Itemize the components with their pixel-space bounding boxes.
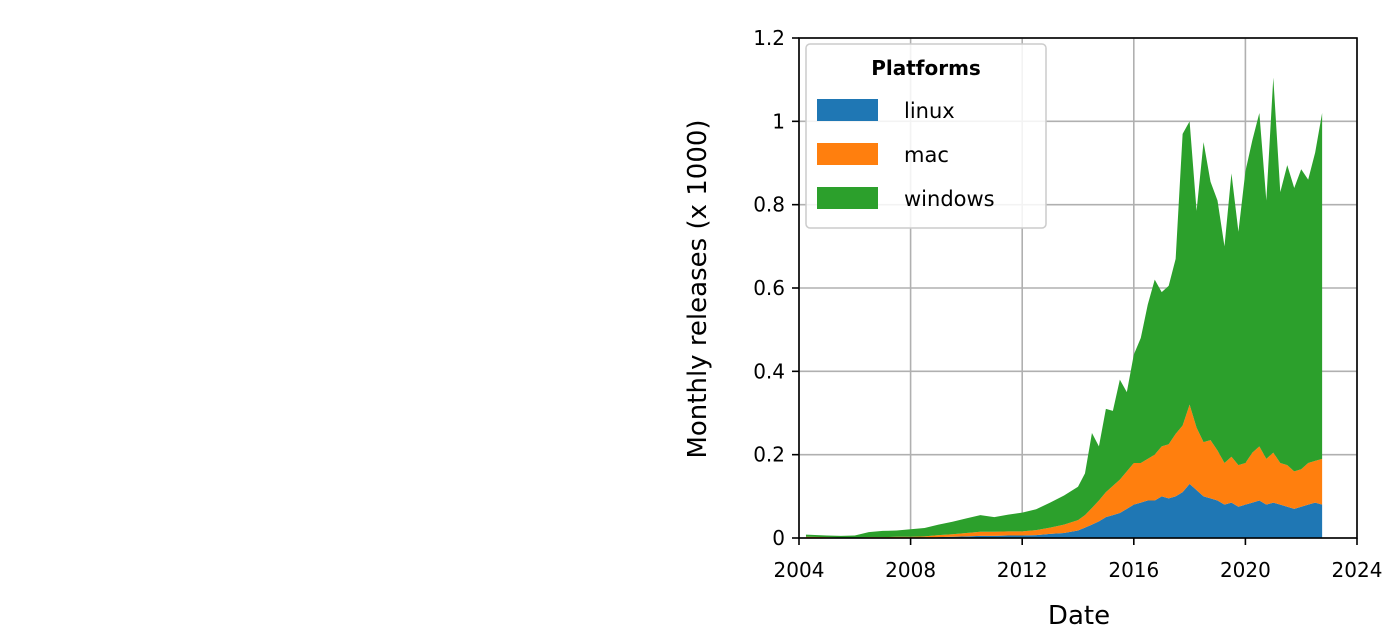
area-linux (805, 483, 1323, 538)
legend-box (805, 43, 1047, 229)
y-tick-label: 1 (772, 109, 785, 133)
legend-swatch-windows (817, 187, 878, 209)
x-tick-label: 2020 (1220, 558, 1271, 582)
y-tick-label: 0.4 (753, 359, 785, 383)
legend-label-mac: mac (904, 143, 949, 167)
legend-swatch-mac (817, 143, 878, 165)
y-tick-label: 0.6 (753, 276, 785, 300)
x-tick-label: 2004 (774, 558, 825, 582)
y-tick-label: 1.2 (753, 26, 785, 50)
axes (792, 37, 1358, 545)
area-windows (805, 77, 1323, 538)
y-tick-label: 0.2 (753, 443, 785, 467)
legend-label-linux: linux (904, 99, 955, 123)
tick-labels: 2004 2008 2012 2016 2020 2024 0 0.2 0.4 0.6 0.8 1 1.… (753, 26, 1382, 582)
x-tick-label: 2008 (885, 558, 936, 582)
legend-label-windows: windows (904, 187, 995, 211)
stacked-areas (805, 77, 1323, 538)
y-axis-title: Monthly releases (x 1000) (683, 119, 713, 458)
legend-items: linux mac windows (817, 99, 995, 211)
x-axis-title: Date (1048, 601, 1110, 631)
y-tick-label: 0.8 (753, 193, 785, 217)
area-mac (805, 404, 1323, 538)
legend-title: Platforms (871, 56, 981, 80)
x-tick-label: 2024 (1332, 558, 1383, 582)
y-tick-label: 0 (772, 526, 785, 550)
legend-swatch-linux (817, 99, 878, 121)
x-tick-label: 2016 (1108, 558, 1159, 582)
legend: Platforms linux mac windows (805, 43, 1047, 229)
x-tick-label: 2012 (997, 558, 1048, 582)
